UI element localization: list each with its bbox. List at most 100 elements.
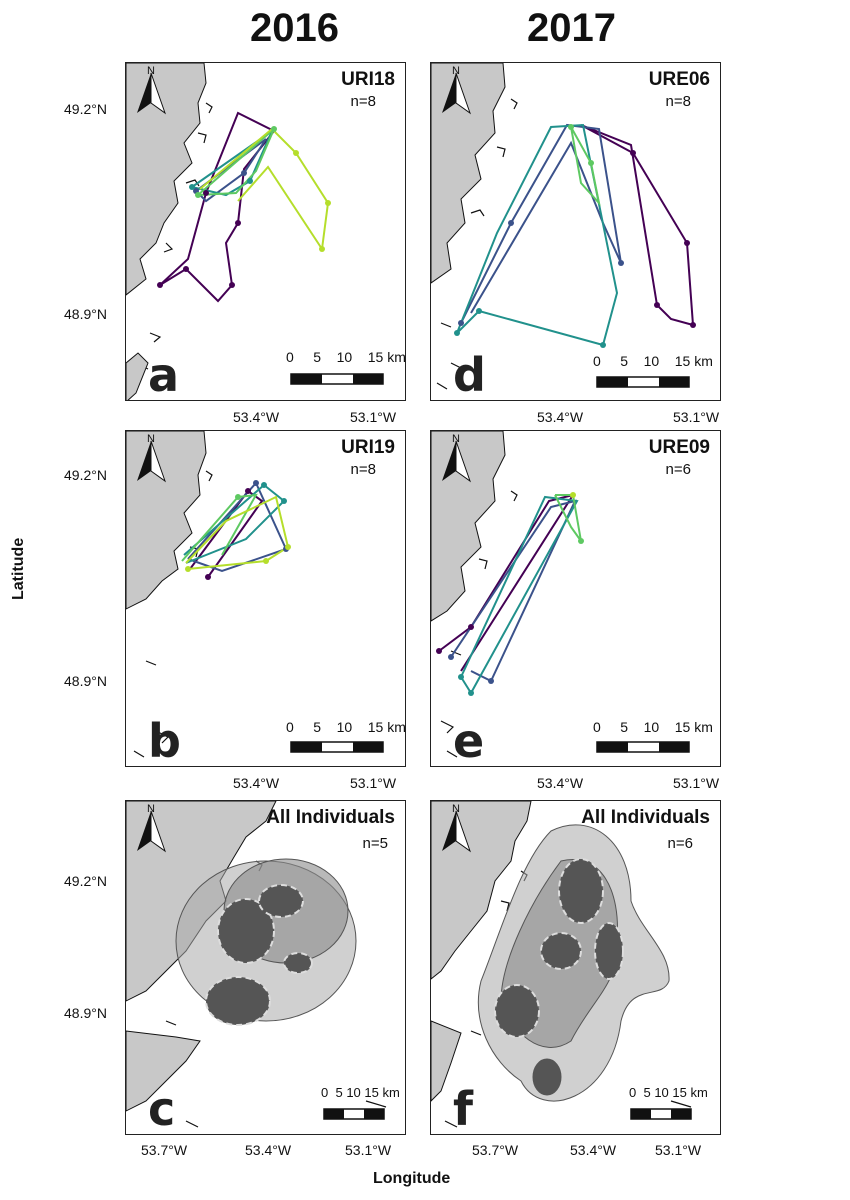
map-f-canvas [431, 801, 692, 1128]
north-arrow [442, 72, 471, 115]
scale-label-10: 10 [643, 353, 660, 369]
lon-tick-a-53.1: 53.1°W [350, 409, 397, 425]
scale-labels: 0 5 10 15 km [629, 1085, 708, 1100]
foraging-track [570, 126, 601, 207]
scale-bar [323, 1108, 385, 1120]
scale-bar [290, 741, 384, 753]
panel-letter: c [148, 1082, 176, 1135]
scale-label-0: 0 [321, 1085, 329, 1100]
panel-letter: a [148, 348, 180, 401]
land-mass [431, 1020, 462, 1102]
map-panel-c: All Individuals n=5 N 0 5 10 15 km c [125, 800, 406, 1135]
map-a-canvas [126, 63, 384, 400]
scale-label-5: 5 [620, 353, 629, 369]
track-group [181, 481, 290, 578]
location-points [185, 480, 291, 580]
lat-tick-a-49.2: 49.2°N [64, 101, 107, 117]
kernel-core [494, 984, 540, 1038]
lat-tick-a-48.9: 48.9°N [64, 306, 107, 322]
scale-label-15: 15 km [367, 719, 406, 735]
lat-tick-b-48.9: 48.9°N [64, 673, 107, 689]
scale-bar [596, 376, 690, 388]
lon-tick-a-53.4: 53.4°W [233, 409, 280, 425]
panel-title: URE09 [648, 437, 710, 458]
scale-label-10: 10 [336, 349, 353, 365]
north-arrow [137, 72, 166, 115]
scale-label-5: 5 [313, 349, 322, 365]
map-panel-b: URI19 n=8 N 0 5 10 15 km b [125, 430, 406, 767]
north-label: N [147, 65, 155, 77]
lon-tick-e-53.1: 53.1°W [673, 775, 720, 791]
panel-sample-size: n=5 [362, 835, 388, 852]
scale-label-10: 10 [346, 1085, 361, 1100]
foraging-track [456, 123, 619, 347]
scale-label-10: 10 [654, 1085, 669, 1100]
scale-bar [596, 741, 690, 753]
scale-label-15: 15 km [674, 353, 713, 369]
panel-title: URI18 [341, 69, 395, 90]
track-group [438, 493, 582, 695]
lon-tick-c-53.7: 53.7°W [141, 1142, 188, 1158]
panel-sample-size: n=8 [350, 461, 376, 478]
foraging-track [460, 123, 622, 324]
land-mass [126, 352, 149, 400]
land-mass [126, 63, 207, 296]
kernel-core [258, 884, 304, 918]
lon-tick-d-53.4: 53.4°W [537, 409, 584, 425]
panel-letter: f [453, 1082, 474, 1135]
scale-label-5: 5 [335, 1085, 343, 1100]
lon-tick-f-53.4: 53.4°W [570, 1142, 617, 1158]
scale-bar [290, 373, 384, 385]
y-axis-label: Latitude [10, 537, 27, 600]
kernel-core [217, 898, 275, 964]
lon-tick-f-53.1: 53.1°W [655, 1142, 702, 1158]
lon-tick-c-53.1: 53.1°W [345, 1142, 392, 1158]
north-arrow [137, 440, 166, 483]
lon-tick-b-53.1: 53.1°W [350, 775, 397, 791]
lon-tick-b-53.4: 53.4°W [233, 775, 280, 791]
scale-label-10: 10 [336, 719, 353, 735]
scale-label-0: 0 [286, 349, 294, 365]
map-panel-e: URE09 n=6 N 0 5 10 15 km e [430, 430, 721, 767]
scale-label-5: 5 [643, 1085, 651, 1100]
scale-label-0: 0 [629, 1085, 637, 1100]
north-label: N [147, 803, 155, 815]
lat-tick-c-49.2: 49.2°N [64, 873, 107, 889]
scale-labels: 0 5 10 15 km [286, 349, 406, 365]
north-label: N [452, 433, 460, 445]
scale-labels: 0 5 10 15 km [593, 353, 713, 369]
panel-letter: b [148, 714, 181, 767]
scale-label-15: 15 km [674, 719, 713, 735]
kernel-core [558, 858, 604, 924]
map-e-canvas [431, 431, 690, 758]
kernel-core [540, 932, 582, 970]
lat-tick-b-49.2: 49.2°N [64, 467, 107, 483]
scale-bar [630, 1108, 692, 1120]
scale-labels: 0 5 10 15 km [321, 1085, 400, 1100]
lat-tick-c-48.9: 48.9°N [64, 1005, 107, 1021]
scale-label-15: 15 km [367, 349, 406, 365]
scale-label-10: 10 [643, 719, 660, 735]
scale-labels: 0 5 10 15 km [593, 719, 713, 735]
panel-sample-size: n=6 [665, 461, 691, 478]
location-points [157, 126, 331, 288]
column-title-2017: 2017 [527, 6, 616, 50]
lon-tick-e-53.4: 53.4°W [537, 775, 584, 791]
scale-label-5: 5 [313, 719, 322, 735]
north-arrow [137, 810, 166, 853]
north-label: N [452, 803, 460, 815]
land-mass [431, 63, 506, 284]
kernel-core [205, 976, 271, 1026]
foraging-track [580, 124, 695, 327]
scale-labels: 0 5 10 15 km [286, 719, 406, 735]
scale-label-5: 5 [620, 719, 629, 735]
foraging-track [460, 495, 579, 695]
lon-tick-f-53.7: 53.7°W [472, 1142, 519, 1158]
coastline [440, 490, 518, 758]
coastline [436, 98, 518, 390]
map-b-canvas [126, 431, 384, 758]
panel-title: URI19 [341, 437, 395, 458]
track-group [456, 123, 695, 347]
kernel-core [283, 952, 313, 974]
foraging-track [159, 111, 276, 303]
